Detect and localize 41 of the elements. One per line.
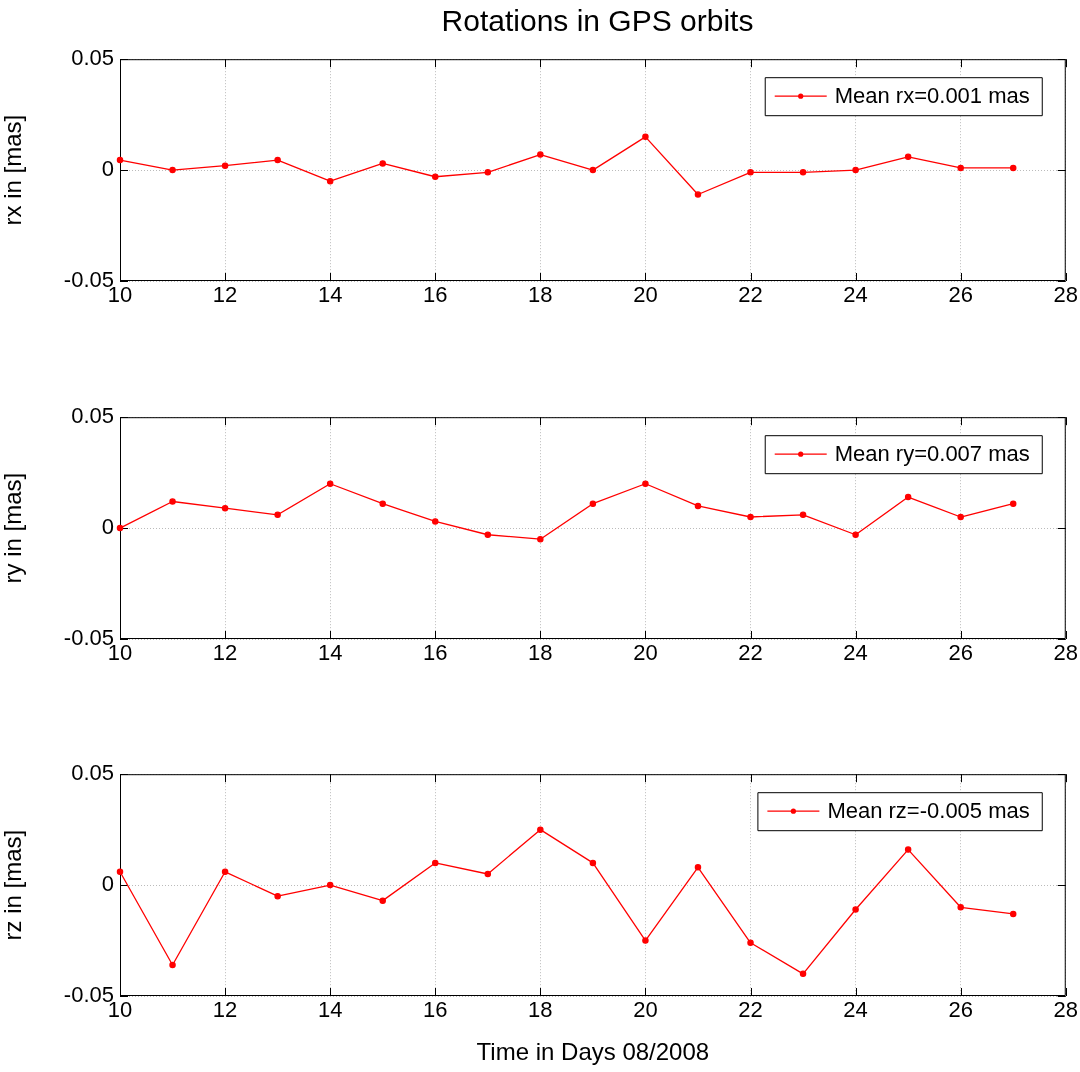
x-tick-label: 26 — [948, 640, 973, 666]
chart-title: Rotations in GPS orbits — [440, 4, 755, 38]
x-tick-label: 12 — [212, 997, 238, 1023]
y-tick-label: 0.05 — [71, 403, 114, 429]
x-tick-label: 16 — [423, 282, 448, 308]
x-tick-label: 16 — [423, 640, 448, 666]
x-tick-label: 26 — [948, 997, 973, 1023]
x-tick-label: 14 — [317, 282, 343, 308]
y-tick-label: 0 — [101, 871, 114, 897]
x-axis-title: Time in Days 08/2008 — [476, 1038, 710, 1066]
x-tick-label: 22 — [738, 997, 763, 1023]
x-tick-label: 20 — [633, 997, 658, 1023]
x-tick-label: 18 — [528, 997, 553, 1023]
x-tick-label: 26 — [948, 282, 973, 308]
y-axis-title: rz in [mas] — [0, 829, 27, 941]
y-axis-title: ry in [mas] — [0, 472, 27, 584]
x-tick-label: 18 — [528, 282, 553, 308]
x-tick-label: 28 — [1053, 640, 1079, 666]
legend-label: Mean rx=0.001 mas — [834, 83, 1030, 109]
x-tick-label: 20 — [633, 640, 658, 666]
x-tick-label: 16 — [423, 997, 448, 1023]
y-axis-title: rx in [mas] — [0, 114, 27, 226]
x-tick-label: 14 — [317, 640, 343, 666]
x-tick-label: 24 — [843, 640, 868, 666]
x-tick-label: 12 — [212, 282, 238, 308]
y-tick-label: 0.05 — [71, 45, 114, 71]
x-tick-label: 24 — [843, 997, 868, 1023]
legend-label: Mean ry=0.007 mas — [834, 441, 1030, 467]
x-tick-label: 20 — [633, 282, 658, 308]
y-tick-label: 0.05 — [71, 760, 114, 786]
y-tick-label: 0 — [101, 514, 114, 540]
x-tick-label: 22 — [738, 640, 763, 666]
x-tick-label: 22 — [738, 282, 763, 308]
x-tick-label: 28 — [1053, 282, 1079, 308]
x-tick-label: 28 — [1053, 997, 1079, 1023]
x-tick-label: 14 — [317, 997, 343, 1023]
y-tick-label: 0 — [101, 156, 114, 182]
legend-label: Mean rz=-0.005 mas — [827, 798, 1030, 824]
x-tick-label: 24 — [843, 282, 868, 308]
x-tick-label: 18 — [528, 640, 553, 666]
x-tick-label: 12 — [212, 640, 238, 666]
